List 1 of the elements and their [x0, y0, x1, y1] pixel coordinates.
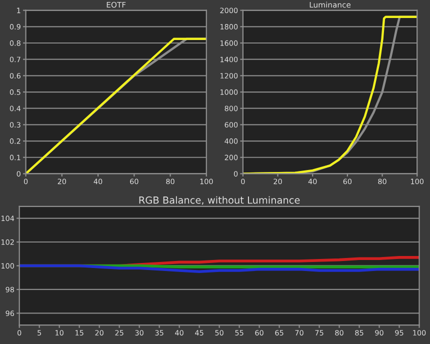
- chart-title: RGB Balance, without Luminance: [139, 196, 300, 205]
